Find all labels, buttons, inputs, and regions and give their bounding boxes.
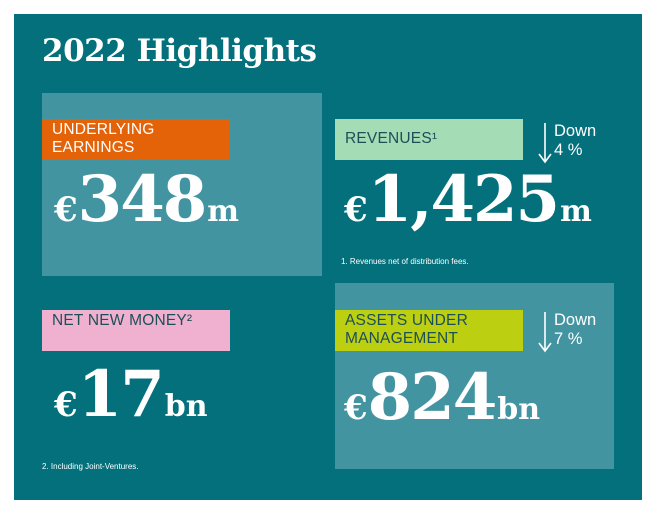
page-title: 2022 Highlights	[42, 33, 317, 69]
earnings-unit: m	[207, 194, 240, 229]
earnings-label: UNDERLYING EARNINGS	[42, 119, 230, 160]
net-new-money-unit: bn	[164, 389, 208, 424]
earnings-value: €348m	[54, 168, 239, 232]
revenues-number: 1,425	[367, 162, 560, 237]
earnings-currency: €	[54, 190, 78, 230]
net-new-money-footnote: 2. Including Joint-Ventures.	[42, 462, 139, 471]
revenues-change-text: Down 4 %	[554, 122, 596, 160]
aum-unit: bn	[497, 392, 541, 427]
aum-number: 824	[367, 360, 498, 435]
revenues-value: €1,425m	[344, 168, 592, 232]
aum-change-direction: Down	[554, 311, 597, 329]
aum-change-pct: 7 %	[554, 330, 583, 348]
aum-currency: €	[344, 388, 368, 428]
revenues-footnote: 1. Revenues net of distribution fees.	[341, 257, 469, 266]
aum-value: €824bn	[344, 366, 540, 430]
arrow-down-icon	[538, 123, 552, 164]
revenues-currency: €	[344, 190, 368, 230]
revenues-unit: m	[560, 194, 592, 229]
net-new-money-currency: €	[54, 385, 78, 425]
aum-label: ASSETS UNDER MANAGEMENT	[335, 310, 523, 351]
net-new-money-number: 17	[77, 357, 165, 432]
earnings-number: 348	[77, 162, 208, 237]
revenues-change-pct: 4 %	[554, 141, 583, 159]
net-new-money-label: NET NEW MONEY²	[42, 310, 230, 351]
revenues-change-direction: Down	[554, 122, 597, 140]
aum-change-text: Down 7 %	[554, 311, 596, 349]
net-new-money-value: €17bn	[54, 363, 208, 427]
revenues-label: REVENUES¹	[335, 119, 523, 160]
arrow-down-icon	[538, 312, 552, 353]
